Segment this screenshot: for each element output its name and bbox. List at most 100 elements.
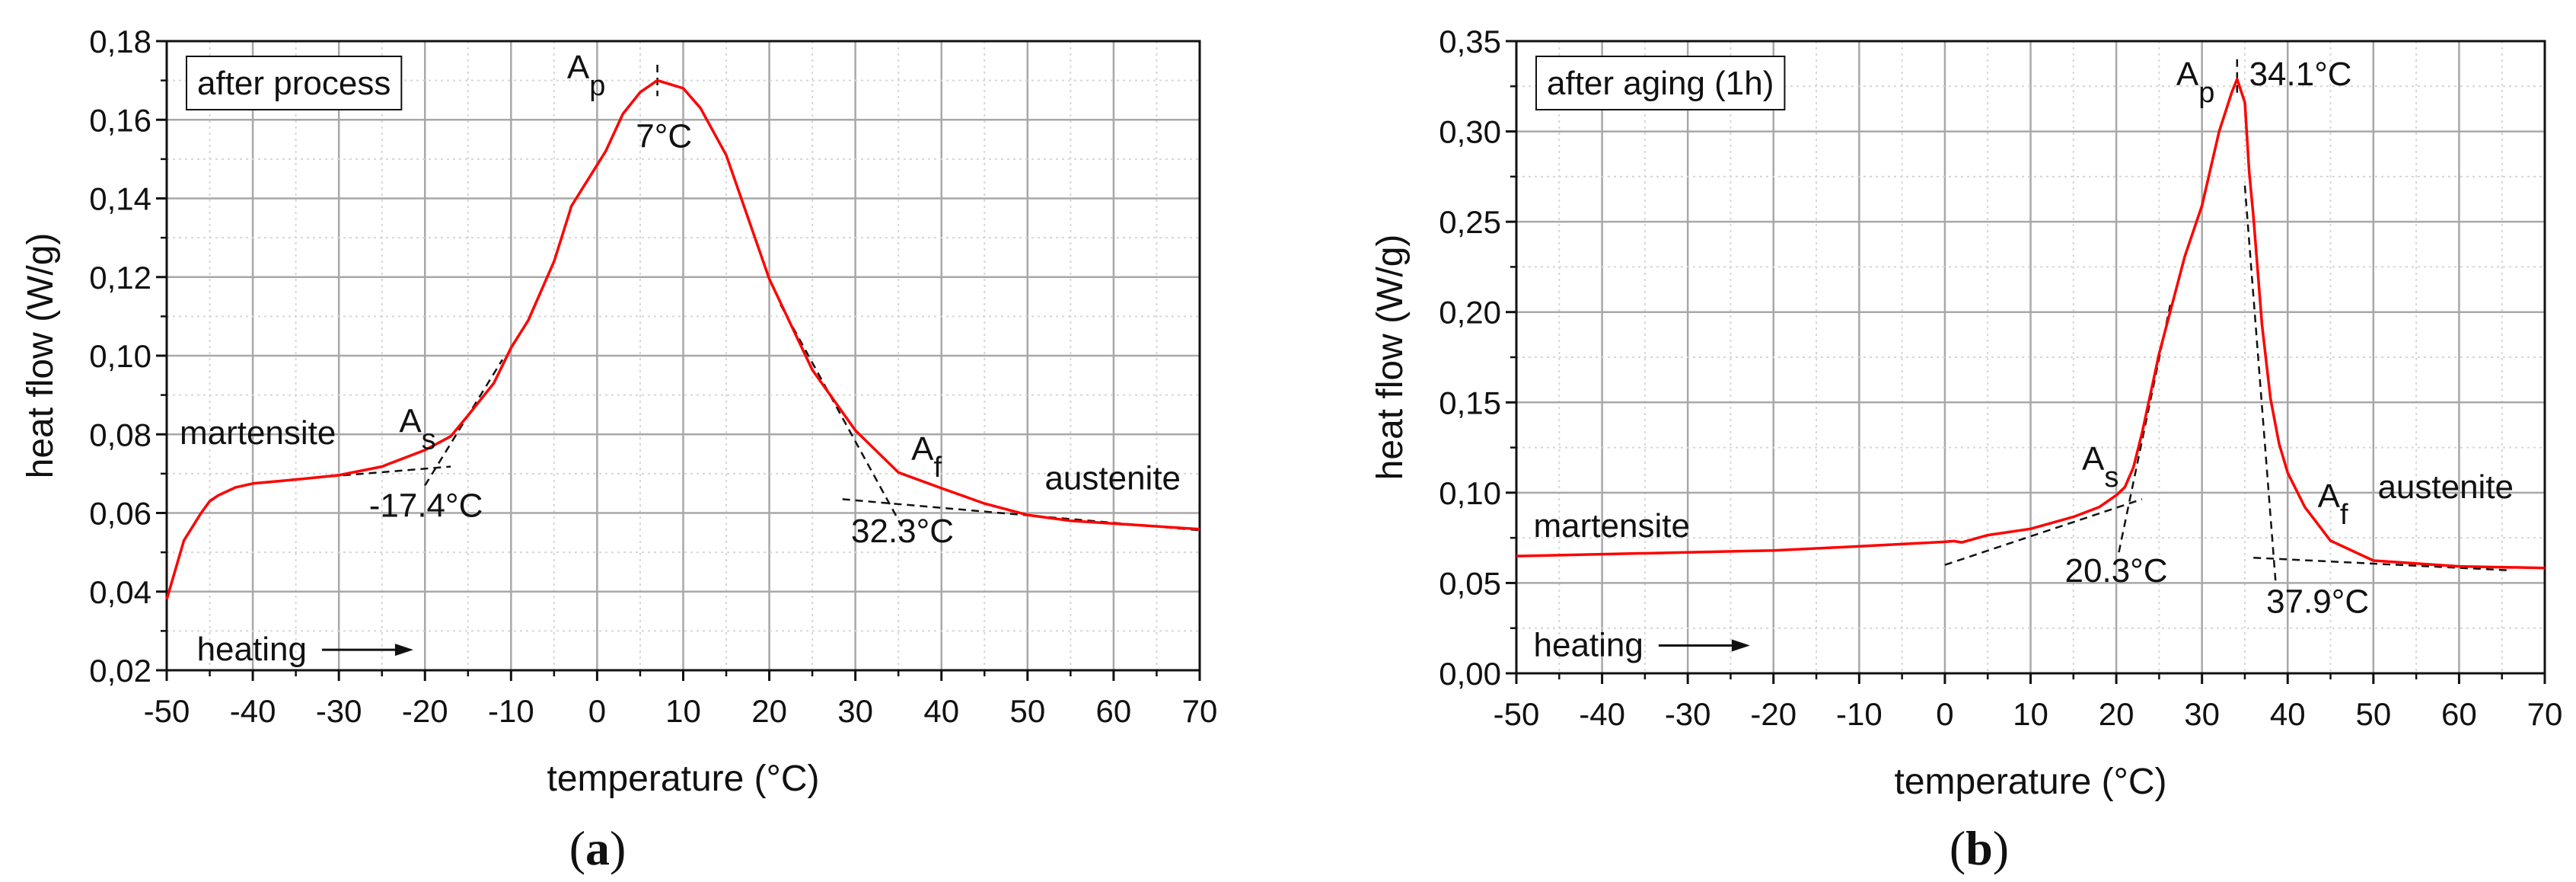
x-tick-label: 0 <box>588 693 606 729</box>
annotation-label: austenite <box>2377 468 2514 506</box>
annotation-label: 34.1°C <box>2249 56 2352 93</box>
y-tick-label: 0,25 <box>1439 204 1501 240</box>
annotation-text: A <box>2176 56 2199 93</box>
annotation-label: heating <box>1534 626 1643 663</box>
tangent-line <box>424 359 504 487</box>
x-tick-label: -40 <box>230 693 276 729</box>
y-tick-label: 0,08 <box>89 417 151 452</box>
y-tick-label: 0,02 <box>89 653 151 689</box>
x-tick-label: 30 <box>2184 696 2220 732</box>
legend-box-label: after aging (1h) <box>1547 65 1774 102</box>
annotation-text: 20.3°C <box>2065 552 2168 590</box>
annotation-text: A <box>2082 440 2105 478</box>
annotation-label: 20.3°C <box>2065 552 2168 590</box>
x-tick-label: -50 <box>1494 696 1540 732</box>
x-tick-label: 60 <box>2441 696 2477 732</box>
panel-letter: a <box>585 821 610 875</box>
annotation-label: 37.9°C <box>2266 583 2369 621</box>
y-tick-label: 0,12 <box>89 260 151 296</box>
x-tick-label: 70 <box>2527 696 2563 732</box>
y-axis-title: heat flow (W/g) <box>1370 235 1411 481</box>
arrow-right-icon <box>394 644 413 657</box>
annotation-label: 7°C <box>636 117 692 155</box>
x-tick-label: -20 <box>402 693 448 729</box>
annotation-label: 32.3°C <box>851 513 954 550</box>
annotation-text: A <box>911 430 934 468</box>
annotation-subscript: s <box>422 424 436 456</box>
annotation-text: 37.9°C <box>2266 583 2369 621</box>
annotation-label: -17.4°C <box>369 487 483 525</box>
annotation-subscript: f <box>934 452 942 484</box>
x-axis-title: temperature (°C) <box>547 759 820 799</box>
x-axis-title: temperature (°C) <box>1895 762 2167 802</box>
x-tick-label: 10 <box>665 693 701 729</box>
annotation-text: 7°C <box>636 117 692 155</box>
heat-flow-curve <box>1516 78 2546 570</box>
annotation-label: austenite <box>1044 460 1181 497</box>
y-tick-label: 0,14 <box>89 181 151 217</box>
x-tick-label: 20 <box>2099 696 2134 732</box>
annotation-text: martensite <box>180 414 336 452</box>
tangent-line <box>779 304 903 527</box>
annotation-subscript: f <box>2340 499 2348 531</box>
y-tick-label: 0,10 <box>1439 475 1501 511</box>
annotation-text: 34.1°C <box>2249 56 2352 93</box>
annotation-text: austenite <box>1044 460 1181 497</box>
transformation-label: Ap <box>567 49 606 102</box>
annotation-text: martensite <box>1534 507 1690 545</box>
x-tick-label: -10 <box>488 693 534 729</box>
panel-letter: b <box>1965 821 1993 875</box>
annotation-subscript: p <box>2198 77 2214 109</box>
x-tick-label: 40 <box>2270 696 2306 732</box>
annotation-text: heating <box>197 631 307 668</box>
y-tick-label: 0,06 <box>89 496 151 532</box>
annotation-text: austenite <box>2377 468 2514 506</box>
annotation-label: heating <box>197 631 307 668</box>
y-tick-label: 0,15 <box>1439 385 1501 420</box>
y-tick-label: 0,10 <box>89 338 151 374</box>
y-tick-label: 0,00 <box>1439 656 1501 692</box>
y-axis-title: heat flow (W/g) <box>21 233 61 479</box>
y-tick-label: 0,16 <box>89 102 151 138</box>
annotation-subscript: p <box>589 70 605 102</box>
y-tick-label: 0,35 <box>1439 24 1501 59</box>
annotation-text: heating <box>1534 626 1643 663</box>
chart-panel-b: -50 -40 -30 -20 -10 0 10 20 30 40 50 60 70 0,00 0,05 0,… <box>1370 24 2562 875</box>
annotation-text: 32.3°C <box>851 513 954 550</box>
tangent-line <box>2243 185 2277 583</box>
y-tick-label: 0,18 <box>89 24 151 59</box>
chart-panel-a: -50 -40 -30 -20 -10 0 10 20 30 40 50 60 70 0,02 0,04 0,… <box>21 24 1217 875</box>
y-tick-label: 0,04 <box>89 574 151 610</box>
panel-label: (a) <box>569 821 626 875</box>
tangent-line <box>1944 498 2143 566</box>
x-tick-label: -40 <box>1579 696 1625 732</box>
x-tick-label: 20 <box>751 693 787 729</box>
x-tick-label: 50 <box>2355 696 2391 732</box>
transformation-label: Ap <box>2176 56 2215 109</box>
annotation-label: martensite <box>180 414 336 452</box>
annotation-text: A <box>399 403 422 440</box>
x-tick-label: 40 <box>923 693 959 729</box>
x-tick-label: -50 <box>144 693 190 729</box>
transformation-label: As <box>2082 440 2119 494</box>
panel-label: (b) <box>1950 821 2009 875</box>
heat-flow-curve <box>165 78 1200 600</box>
tangent-line <box>2253 556 2511 572</box>
y-tick-label: 0,30 <box>1439 114 1501 150</box>
arrow-right-icon <box>1731 639 1750 652</box>
x-tick-label: -30 <box>1665 696 1711 732</box>
x-tick-label: -30 <box>316 693 362 729</box>
transformation-label: Af <box>911 430 942 484</box>
transformation-label: Af <box>2318 478 2348 531</box>
x-tick-label: 60 <box>1096 693 1132 729</box>
x-tick-label: 70 <box>1182 693 1218 729</box>
x-tick-label: 50 <box>1009 693 1045 729</box>
annotation-label: martensite <box>1534 507 1690 545</box>
legend-box <box>186 56 403 110</box>
annotation-subscript: s <box>2104 462 2119 494</box>
legend-box-label: after process <box>197 65 391 102</box>
annotation-text: A <box>567 49 590 86</box>
x-tick-label: 10 <box>2013 696 2048 732</box>
annotation-text: -17.4°C <box>369 487 483 525</box>
